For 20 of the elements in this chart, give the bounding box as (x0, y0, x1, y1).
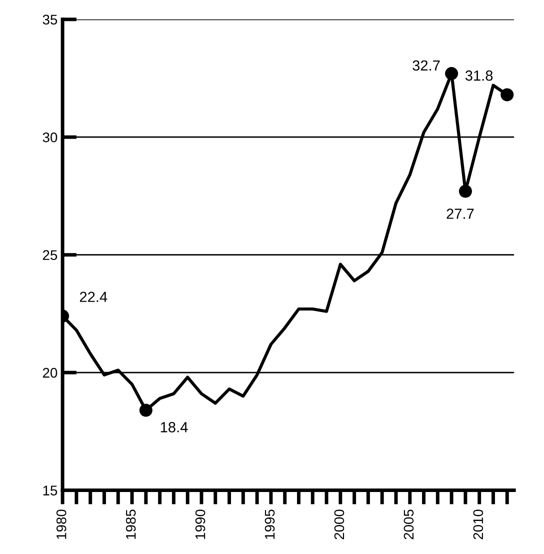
annotation: 31.8 (465, 70, 493, 81)
x-tick-label: 1985 (126, 510, 136, 539)
y-tick-label: 20 (42, 368, 58, 378)
point (458, 184, 472, 198)
annotation: 32.7 (412, 60, 440, 71)
y-tick-label: 15 (43, 486, 58, 496)
annotation: 18.4 (160, 422, 188, 432)
x-tick-label: 2005 (404, 510, 414, 540)
y-tick-label: 25 (42, 250, 58, 260)
x-tick-label: 1990 (195, 510, 206, 539)
annotation: 27.7 (446, 208, 474, 219)
annotation: 22.4 (80, 292, 108, 302)
x-tick-label: 1980 (56, 510, 66, 539)
x-tick-label: 1995 (264, 510, 275, 539)
point (500, 88, 514, 102)
x-tick-label: 2010 (473, 510, 484, 540)
y-tick-label: 35 (42, 14, 58, 25)
y-tick-label: 30 (42, 132, 58, 142)
point (445, 67, 458, 80)
x-tick-label: 2000 (334, 510, 344, 540)
